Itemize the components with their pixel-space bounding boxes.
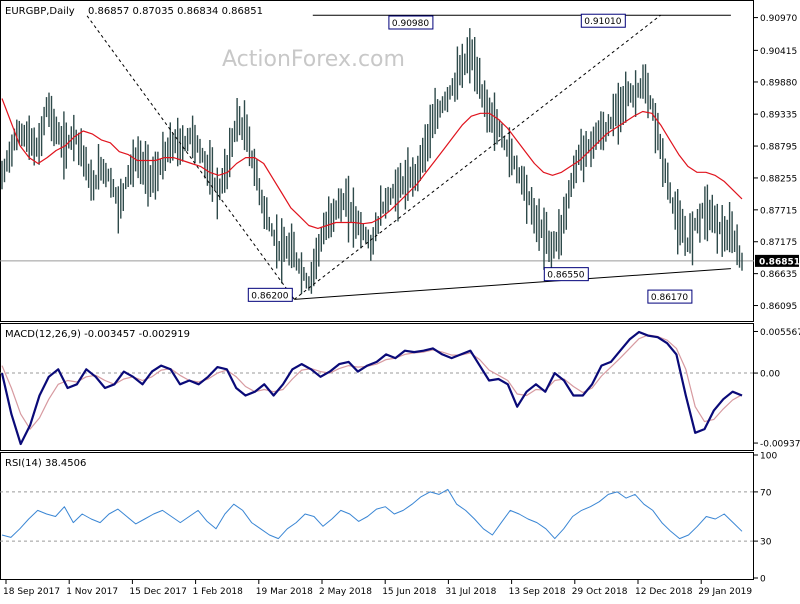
rsi-panel-frame xyxy=(0,452,754,580)
price-axis-label: 0.87175 xyxy=(760,238,797,248)
time-axis-label: 18 Sep 2017 xyxy=(3,587,60,597)
macd-axis-label: 0.005567 xyxy=(760,328,800,338)
price-annotation-box xyxy=(647,289,693,304)
rsi-axis-label: 100 xyxy=(760,452,777,462)
symbol-label: EURGBP,Daily xyxy=(5,6,75,17)
price-annotation-label: 0.86550 xyxy=(547,271,584,281)
current-price-box xyxy=(755,254,799,267)
price-annotation-box xyxy=(247,287,293,302)
current-price-label: 0.86851 xyxy=(759,257,800,267)
price-axis-label: 0.89880 xyxy=(760,78,797,88)
macd-signal-line xyxy=(1,334,743,430)
macd-line xyxy=(0,330,743,446)
rsi-layer xyxy=(0,488,754,542)
macd-axis-label: -0.00937 xyxy=(760,440,800,450)
watermark: ActionForex.com xyxy=(222,47,405,72)
rsi-axis-label: 70 xyxy=(760,488,772,498)
rsi-line xyxy=(1,488,743,540)
price-annotation-box xyxy=(388,15,434,30)
rsi-axis-label: 30 xyxy=(760,538,772,548)
time-axis-label: 29 Oct 2018 xyxy=(572,587,628,597)
price-axis-label: 0.89335 xyxy=(760,111,797,121)
price-axis-label: 0.90970 xyxy=(760,14,797,24)
time-axis-label: 1 Feb 2018 xyxy=(193,587,244,597)
trendline xyxy=(294,268,731,300)
moving-average-line xyxy=(1,98,743,229)
price-annotation-label: 0.90980 xyxy=(392,19,429,29)
price-annotation-box xyxy=(580,13,626,28)
macd-layer xyxy=(0,330,754,446)
dashed-trendline xyxy=(86,15,295,300)
price-axis-label: 0.88795 xyxy=(760,143,797,153)
rsi-label: RSI(14) 38.4506 xyxy=(5,458,86,469)
time-axis-label: 29 Jan 2019 xyxy=(698,587,752,597)
time-axis-label: 15 Dec 2017 xyxy=(129,587,187,597)
ohlc-values: 0.86857 0.87035 0.86834 0.86851 xyxy=(88,6,263,17)
price-axis-label: 0.88255 xyxy=(760,174,797,184)
price-axis-label: 0.90415 xyxy=(760,47,797,57)
macd-panel-frame xyxy=(0,323,754,451)
time-axis-label: 31 Jul 2018 xyxy=(445,587,496,597)
macd-axis-label: 0.00 xyxy=(760,370,780,380)
price-axis-label: 0.86635 xyxy=(760,270,797,280)
dashed-trendline xyxy=(293,14,661,300)
rsi-axis-label: 0 xyxy=(760,575,766,585)
axis-layer: 0.90970 0.90415 0.89880 0.89335 0.88795 0.882… xyxy=(3,14,800,597)
price-layer: 0.90980 0.91010 0.86200 0.86550 0.86170 xyxy=(0,13,754,304)
time-axis-label: 15 Jun 2018 xyxy=(382,587,436,597)
price-axis-label: 0.86095 xyxy=(760,302,797,312)
price-axis-label: 0.87715 xyxy=(760,206,797,216)
time-axis-label: 19 Mar 2018 xyxy=(256,587,313,597)
time-axis-label: 13 Sep 2018 xyxy=(509,587,566,597)
price-annotation-box xyxy=(543,267,589,282)
price-annotation-label: 0.86170 xyxy=(651,293,688,303)
time-axis-label: 1 Nov 2017 xyxy=(66,587,118,597)
time-axis-label: 12 Dec 2018 xyxy=(635,587,693,597)
price-annotation-label: 0.91010 xyxy=(584,17,621,27)
time-axis-label: 2 May 2018 xyxy=(319,587,372,597)
price-panel-frame xyxy=(0,0,754,322)
macd-label: MACD(12,26,9) -0.003457 -0.002919 xyxy=(5,329,190,340)
price-annotation-label: 0.86200 xyxy=(251,291,288,301)
